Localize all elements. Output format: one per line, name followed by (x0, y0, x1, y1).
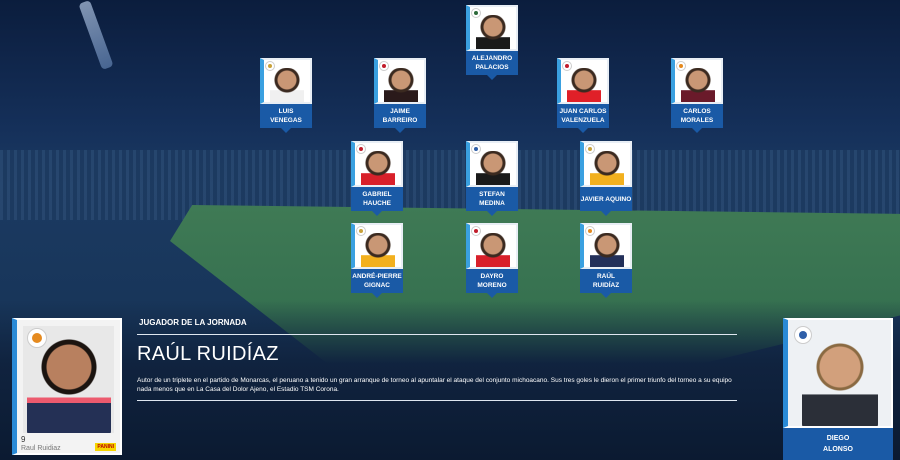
player-photo (671, 58, 723, 104)
club-crest-icon (562, 61, 572, 71)
featured-player-name: RAÚL RUIDÍAZ (137, 343, 279, 365)
player-name: GABRIEL HAUCHE (351, 187, 403, 216)
player-name: LUIS VENEGAS (260, 104, 312, 133)
sticker-number: 9 (21, 435, 26, 444)
player-card[interactable]: LUIS VENEGAS (260, 58, 312, 133)
player-photo (466, 141, 518, 187)
player-photo (351, 223, 403, 269)
club-crest-icon (585, 226, 595, 236)
divider (137, 400, 737, 401)
player-photo (260, 58, 312, 104)
player-first-name: ANDRÉ-PIERRE (352, 273, 402, 280)
player-photo (466, 223, 518, 269)
player-last-name: MORALES (680, 117, 714, 124)
coach-name: DIEGO ALONSO (783, 428, 893, 460)
player-card[interactable]: JAVIER AQUINO (580, 141, 632, 216)
club-crest-icon (379, 61, 389, 71)
featured-description: Autor de un triplete en el partido de Mo… (137, 377, 732, 393)
player-card[interactable]: JAIME BARREIRO (374, 58, 426, 133)
player-name: CARLOS MORALES (671, 104, 723, 133)
coach-photo (783, 318, 893, 428)
player-first-name: CARLOS (683, 108, 711, 115)
player-last-name: VALENZUELA (561, 117, 605, 124)
player-card[interactable]: ALEJANDRO PALACIOS (466, 5, 518, 80)
club-crest-icon (27, 328, 47, 348)
player-last-name: PALACIOS (475, 64, 509, 71)
player-photo (557, 58, 609, 104)
player-photo (580, 141, 632, 187)
coach-first-name: DIEGO (826, 435, 850, 442)
divider (137, 334, 737, 335)
player-first-name: JAVIER AQUINO (580, 195, 632, 203)
player-name: DAYRO MORENO (466, 269, 518, 298)
coach-last-name: ALONSO (823, 446, 853, 453)
player-card[interactable]: RAÚL RUIDÍAZ (580, 223, 632, 298)
player-photo (466, 5, 518, 51)
player-name: JAIME BARREIRO (374, 104, 426, 133)
player-first-name: RAÚL (596, 273, 616, 280)
player-first-name: STEFAN (479, 191, 505, 198)
sticker-name: Raul Ruidiaz (21, 445, 61, 452)
player-card[interactable]: JUAN CARLOS VALENZUELA (557, 58, 609, 133)
player-name: JUAN CARLOS VALENZUELA (557, 104, 609, 133)
player-photo (351, 141, 403, 187)
player-name: JAVIER AQUINO (580, 187, 632, 216)
player-last-name: MEDINA (479, 200, 505, 207)
player-last-name: BARREIRO (382, 117, 418, 124)
featured-player-sticker: 9 Raul Ruidiaz PANINI (12, 318, 122, 455)
player-first-name: DAYRO MORENO (477, 273, 507, 289)
player-of-the-week: JUGADOR DE LA JORNADA RAÚL RUIDÍAZ Autor… (137, 318, 737, 409)
club-crest-icon (356, 226, 366, 236)
club-crest-icon (356, 144, 366, 154)
player-name: STEFAN MEDINA (466, 187, 518, 216)
player-card[interactable]: STEFAN MEDINA (466, 141, 518, 216)
club-crest-icon (471, 226, 481, 236)
player-name: ALEJANDRO PALACIOS (466, 51, 518, 80)
player-last-name: RUIDÍAZ (592, 282, 620, 289)
player-name: ANDRÉ-PIERRE GIGNAC (351, 269, 403, 298)
player-photo (374, 58, 426, 104)
player-last-name: VENEGAS (270, 117, 302, 124)
player-first-name: ALEJANDRO (471, 55, 513, 62)
club-crest-icon (265, 61, 275, 71)
player-card[interactable]: GABRIEL HAUCHE (351, 141, 403, 216)
club-crest-icon (471, 144, 481, 154)
player-card[interactable]: ANDRÉ-PIERRE GIGNAC (351, 223, 403, 298)
player-photo (580, 223, 632, 269)
panini-logo: PANINI (95, 443, 116, 451)
player-first-name: JUAN CARLOS (559, 108, 607, 115)
player-name: RAÚL RUIDÍAZ (580, 269, 632, 298)
club-crest-icon (471, 8, 481, 18)
club-crest-icon (794, 326, 812, 344)
player-first-name: JAIME (390, 108, 410, 115)
club-crest-icon (676, 61, 686, 71)
player-card[interactable]: CARLOS MORALES (671, 58, 723, 133)
crowd (0, 300, 900, 460)
club-crest-icon (585, 144, 595, 154)
section-kicker: JUGADOR DE LA JORNADA (139, 318, 247, 327)
player-first-name: GABRIEL HAUCHE (362, 191, 392, 207)
player-card[interactable]: DAYRO MORENO (466, 223, 518, 298)
coach-card[interactable]: DIEGO ALONSO (783, 318, 893, 460)
player-last-name: GIGNAC (364, 282, 390, 289)
player-first-name: LUIS (278, 108, 294, 115)
